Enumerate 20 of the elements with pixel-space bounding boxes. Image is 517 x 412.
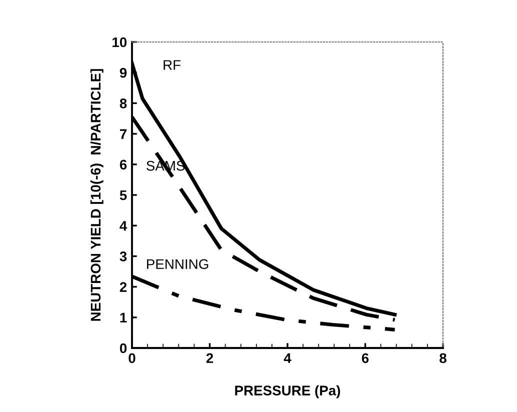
y-tick-label: 4 [120,221,128,231]
y-tick-label: 1 [120,312,127,322]
x-tick-label: 4 [284,353,292,363]
y-tick-label: 2 [120,282,127,292]
y-tick-label: 9 [120,68,127,78]
text: RF [164,60,181,70]
y-tick-label: 8 [120,98,127,108]
x-tick-label: 8 [440,353,446,364]
y-tick-label: 10 [112,37,127,48]
x-tick-label: 6 [362,353,369,364]
y-tick-label: 0 [120,343,127,354]
y-tick-label: 5 [120,190,127,200]
x-axis-title: PRESSURE (Pa) [235,385,340,398]
y-tick-label: 7 [120,129,127,139]
y-axis-title: NEUTRON YIELD [10(-6) N/PARTICLE] [90,69,104,321]
x-tick-label: 0 [128,353,136,364]
series-label: PENNING [147,259,208,270]
x-tick-label: 2 [206,353,214,363]
y-tick-label: 6 [120,160,127,170]
y-tick-label: 3 [120,252,127,262]
